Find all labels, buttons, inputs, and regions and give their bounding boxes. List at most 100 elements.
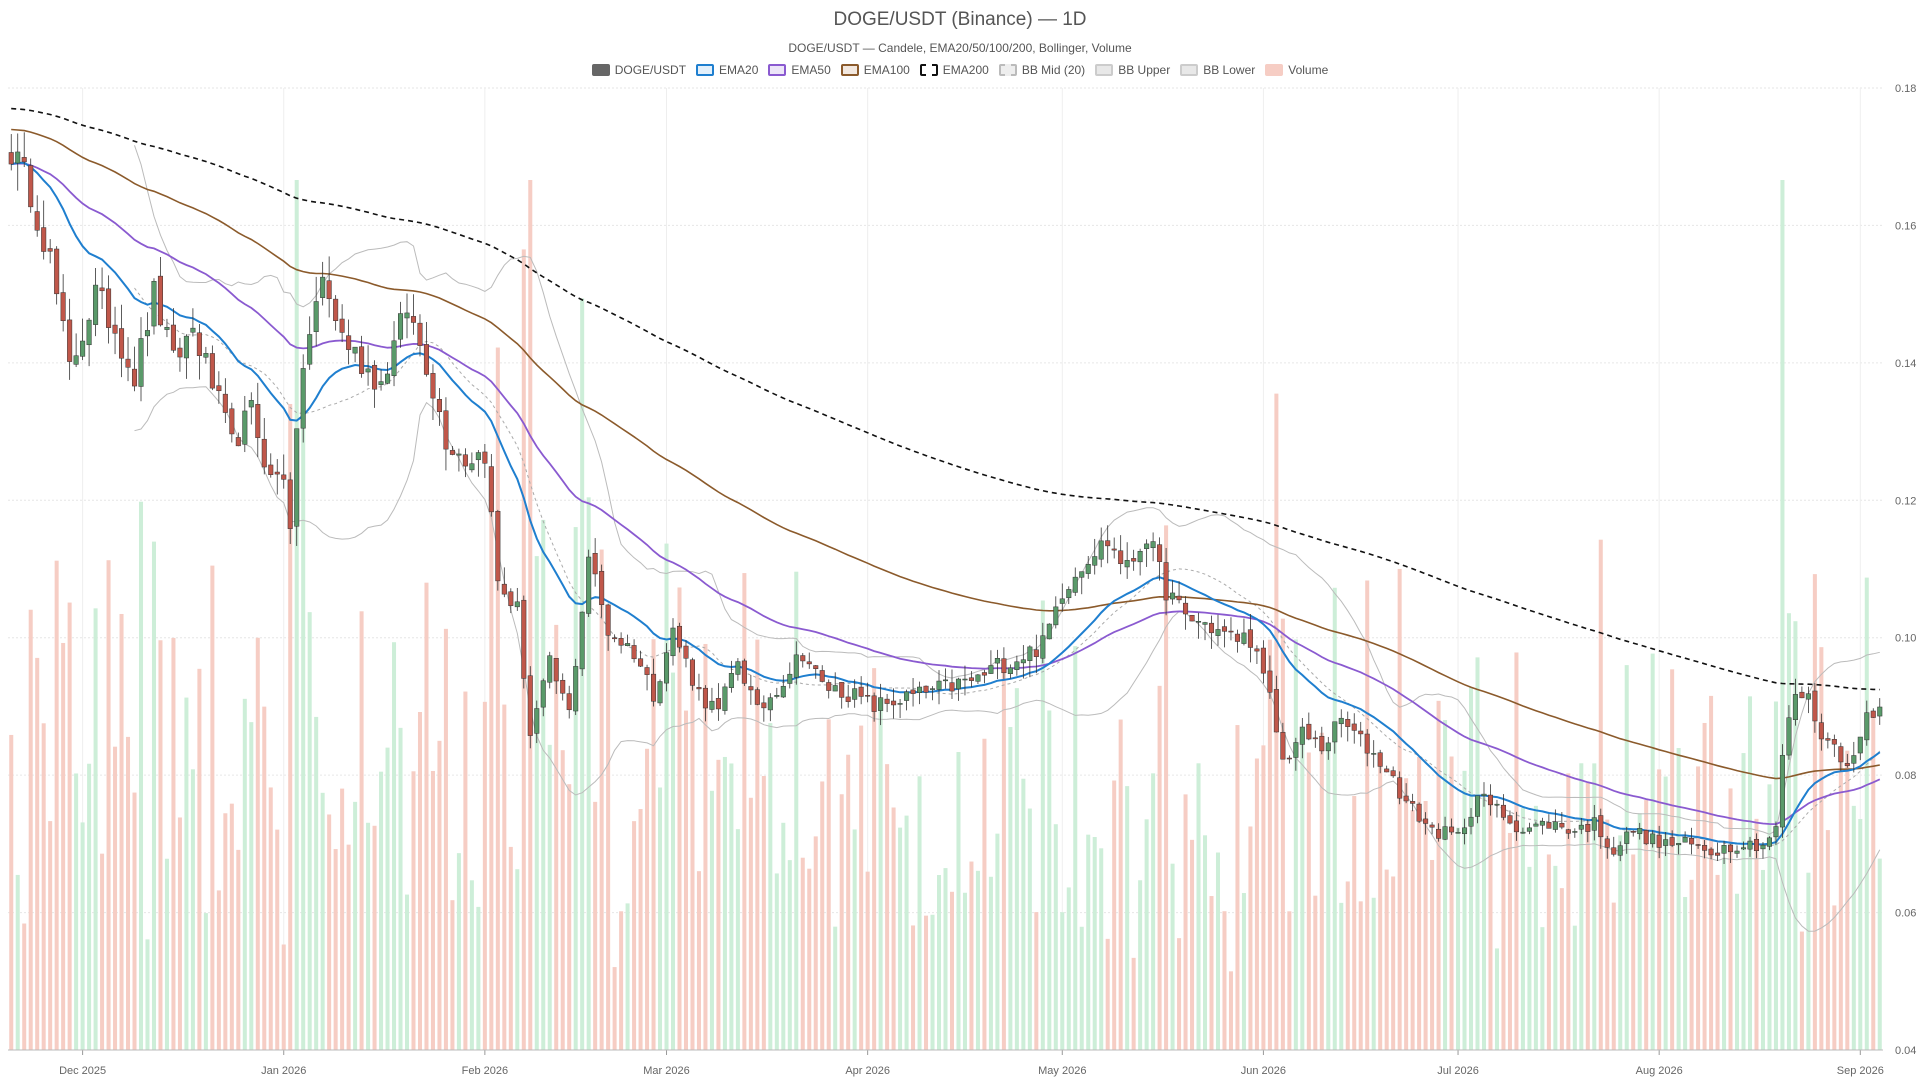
candle [268,453,274,478]
candle [521,595,527,689]
candle [767,693,773,722]
candle-body [1734,850,1740,854]
candle [761,695,767,722]
candle-body [1500,804,1506,818]
candle [378,369,384,391]
x-tick-label: Feb 2026 [462,1065,508,1077]
volume-bar [411,771,416,1050]
candle-body [1247,629,1253,648]
candle-body [1702,845,1708,851]
candle [170,308,176,353]
volume-bar [924,915,929,1050]
volume-bar [528,180,533,1050]
legend-item[interactable]: BB Upper [1095,63,1170,77]
candle-body [683,645,689,659]
candle [1715,842,1721,861]
volume-bar [236,849,241,1050]
volume-bar [41,723,46,1050]
volume-bar [567,784,572,1050]
volume-bars [9,180,1882,1051]
candle-body [1046,623,1052,640]
y-tick-label: 0.10 [1895,633,1916,645]
candle [1001,647,1007,680]
candle-body [664,652,670,684]
volume-bar [1728,788,1733,1050]
candle-body [235,437,241,447]
candle [638,650,644,668]
candle [754,687,760,706]
candle [333,295,339,331]
candle-body [1728,844,1734,853]
candle [942,668,949,689]
candle [1500,794,1506,821]
candle-body [93,284,99,325]
candle [994,649,1000,679]
legend-item[interactable]: EMA20 [696,63,758,77]
candle-body [1377,752,1383,767]
candle-body [99,287,105,292]
volume-bar [1066,887,1071,1050]
legend-item[interactable]: EMA50 [768,63,831,77]
y-tick-label: 0.18 [1895,83,1916,95]
candle-body [443,410,449,450]
candle [696,673,702,701]
legend-item[interactable]: EMA200 [919,63,989,77]
volume-bar [872,668,877,1050]
volume-bar [547,744,552,1050]
candle [482,444,488,478]
volume-bar [839,794,844,1050]
volume-bar [813,836,818,1050]
candle-body [1196,620,1202,623]
candle [125,337,131,382]
volume-bar [346,844,351,1050]
candle-body [216,385,222,392]
candle [1643,829,1649,846]
legend-item[interactable]: Volume [1265,63,1328,77]
candle [1578,818,1584,835]
candle [1306,712,1312,741]
volume-bar [294,180,299,1050]
candle-body [456,453,462,456]
candle-body [975,674,981,682]
bb-lower-line [134,386,1881,932]
volume-bar [197,668,202,1050]
candle [248,392,254,425]
legend-item[interactable]: EMA100 [840,63,910,77]
volume-bar [359,611,364,1050]
candle-body [1611,847,1617,855]
candle [599,564,605,618]
candle-body [605,604,611,636]
volume-bar [1203,835,1208,1050]
candle-body [1578,824,1584,830]
candle [294,428,300,546]
legend-item[interactable]: BB Lower [1180,63,1255,77]
candle [501,567,507,598]
volume-bar [242,698,247,1050]
y-tick-label: 0.04 [1895,1045,1916,1057]
volume-bar [1339,902,1344,1050]
candle [1546,814,1552,829]
candle-body [41,227,47,252]
candle-body [657,681,663,704]
candle [534,700,540,744]
legend-item[interactable]: DOGE/USDT [591,63,686,77]
candle [1085,555,1091,579]
candle-body [1150,541,1156,549]
candle-body [80,340,86,357]
legend-item[interactable]: BB Mid (20) [998,63,1085,77]
volume-bar [995,833,1000,1050]
candle [1390,766,1396,778]
candle-body [1072,576,1078,593]
candle-body [248,400,254,408]
candle-body [281,474,287,480]
volume-bar [1812,574,1817,1050]
volume-bar [353,801,358,1050]
candle [793,641,799,685]
legend-swatch [768,64,787,76]
candle [404,293,410,339]
candle [1663,832,1669,857]
candle-body [1857,736,1863,754]
candle [190,308,196,337]
volume-bar [1631,854,1636,1050]
volume-bar [164,858,169,1050]
